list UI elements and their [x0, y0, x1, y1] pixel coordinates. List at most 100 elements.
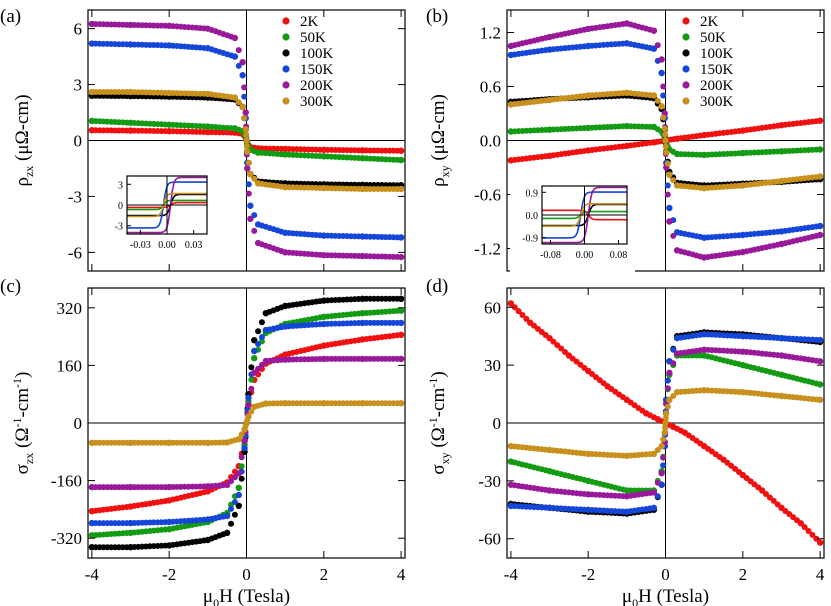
data-point [670, 148, 677, 155]
x-tick-label: -2 [162, 565, 176, 584]
data-point [394, 332, 401, 339]
data-point [245, 401, 252, 409]
data-point [813, 232, 820, 239]
data-point [666, 171, 673, 178]
data-point [561, 349, 568, 356]
data-point [255, 365, 262, 372]
inset-y-tick-label: -0.9 [522, 234, 538, 245]
data-point [658, 56, 665, 63]
data-point [162, 498, 169, 505]
data-point [654, 126, 661, 133]
data-point [542, 47, 549, 54]
data-point [774, 148, 781, 155]
data-points [88, 20, 405, 261]
y-tick-label: -60 [478, 530, 501, 549]
legend-label: 200K [300, 78, 334, 94]
data-point [278, 151, 285, 158]
x-tick-label: 2 [320, 565, 329, 584]
series-50K [507, 122, 824, 159]
data-point [235, 126, 242, 133]
data-point [735, 232, 742, 239]
data-point [523, 315, 530, 322]
data-point [654, 447, 661, 453]
data-point [735, 249, 742, 256]
data-point [697, 331, 704, 338]
data-point [278, 324, 285, 331]
data-point [258, 361, 265, 368]
data-point [774, 334, 781, 341]
data-point [162, 128, 169, 135]
data-point [251, 227, 258, 234]
data-point [251, 212, 258, 219]
data-point [251, 148, 258, 155]
data-point [316, 146, 323, 153]
data-point [664, 182, 671, 189]
data-point [650, 414, 657, 421]
data-point [220, 513, 227, 520]
legend-label: 50K [700, 30, 726, 46]
y-axis-label: ρzx (μΩ-cm) [12, 94, 36, 186]
legend-marker [682, 81, 690, 89]
data-point [542, 34, 549, 41]
data-point [801, 524, 808, 531]
data-point [697, 347, 704, 354]
inset-x-tick-label: -0.08 [540, 250, 561, 261]
data-point [735, 150, 742, 157]
data-point [241, 437, 248, 445]
data-point [235, 99, 242, 106]
data-point [658, 469, 665, 477]
data-point [662, 137, 669, 144]
data-point [394, 307, 401, 314]
panel-label: (d) [426, 276, 448, 297]
data-point [697, 132, 704, 139]
legend-label: 300K [700, 94, 734, 110]
data-point [619, 394, 626, 401]
y-tick-label: 320 [57, 299, 83, 318]
data-point [247, 170, 254, 178]
data-point [355, 310, 362, 317]
data-point [355, 233, 362, 240]
data-point [542, 504, 549, 511]
data-point [278, 356, 285, 363]
data-point [735, 333, 742, 340]
y-tick-label: -320 [51, 529, 82, 548]
data-point [355, 320, 362, 327]
data-point [647, 139, 654, 146]
data-point [670, 136, 677, 143]
data-point [581, 92, 588, 99]
data-point [670, 346, 677, 353]
data-point [619, 90, 626, 97]
y-tick-label: 0 [74, 132, 83, 151]
data-points [88, 295, 405, 551]
legend-marker [282, 49, 290, 57]
y-axis-label: σzx (Ω-1-cm-1) [10, 372, 36, 475]
data-point [200, 90, 207, 97]
data-point [664, 160, 671, 167]
data-point [242, 126, 249, 133]
data-point [251, 355, 258, 362]
data-point [519, 312, 526, 318]
data-point [278, 145, 285, 152]
data-point [647, 505, 654, 512]
data-point [394, 147, 401, 154]
data-point [600, 380, 607, 387]
data-point [239, 103, 246, 111]
data-point [231, 511, 238, 518]
y-tick-label: -6 [68, 243, 82, 262]
series-50K [88, 117, 405, 164]
data-point [697, 440, 704, 447]
x-tick-label: -4 [85, 565, 100, 584]
data-point [658, 103, 665, 110]
data-point [316, 314, 323, 321]
legend-marker [682, 97, 690, 105]
x-tick-label: 0 [661, 565, 670, 584]
legend-marker [282, 81, 290, 89]
data-point [220, 531, 227, 538]
data-point [664, 385, 671, 392]
data-point [670, 393, 677, 399]
data-point [231, 474, 238, 481]
x-tick-label: -2 [581, 565, 595, 584]
y-tick-label: 30 [484, 356, 501, 375]
data-point [245, 159, 252, 166]
